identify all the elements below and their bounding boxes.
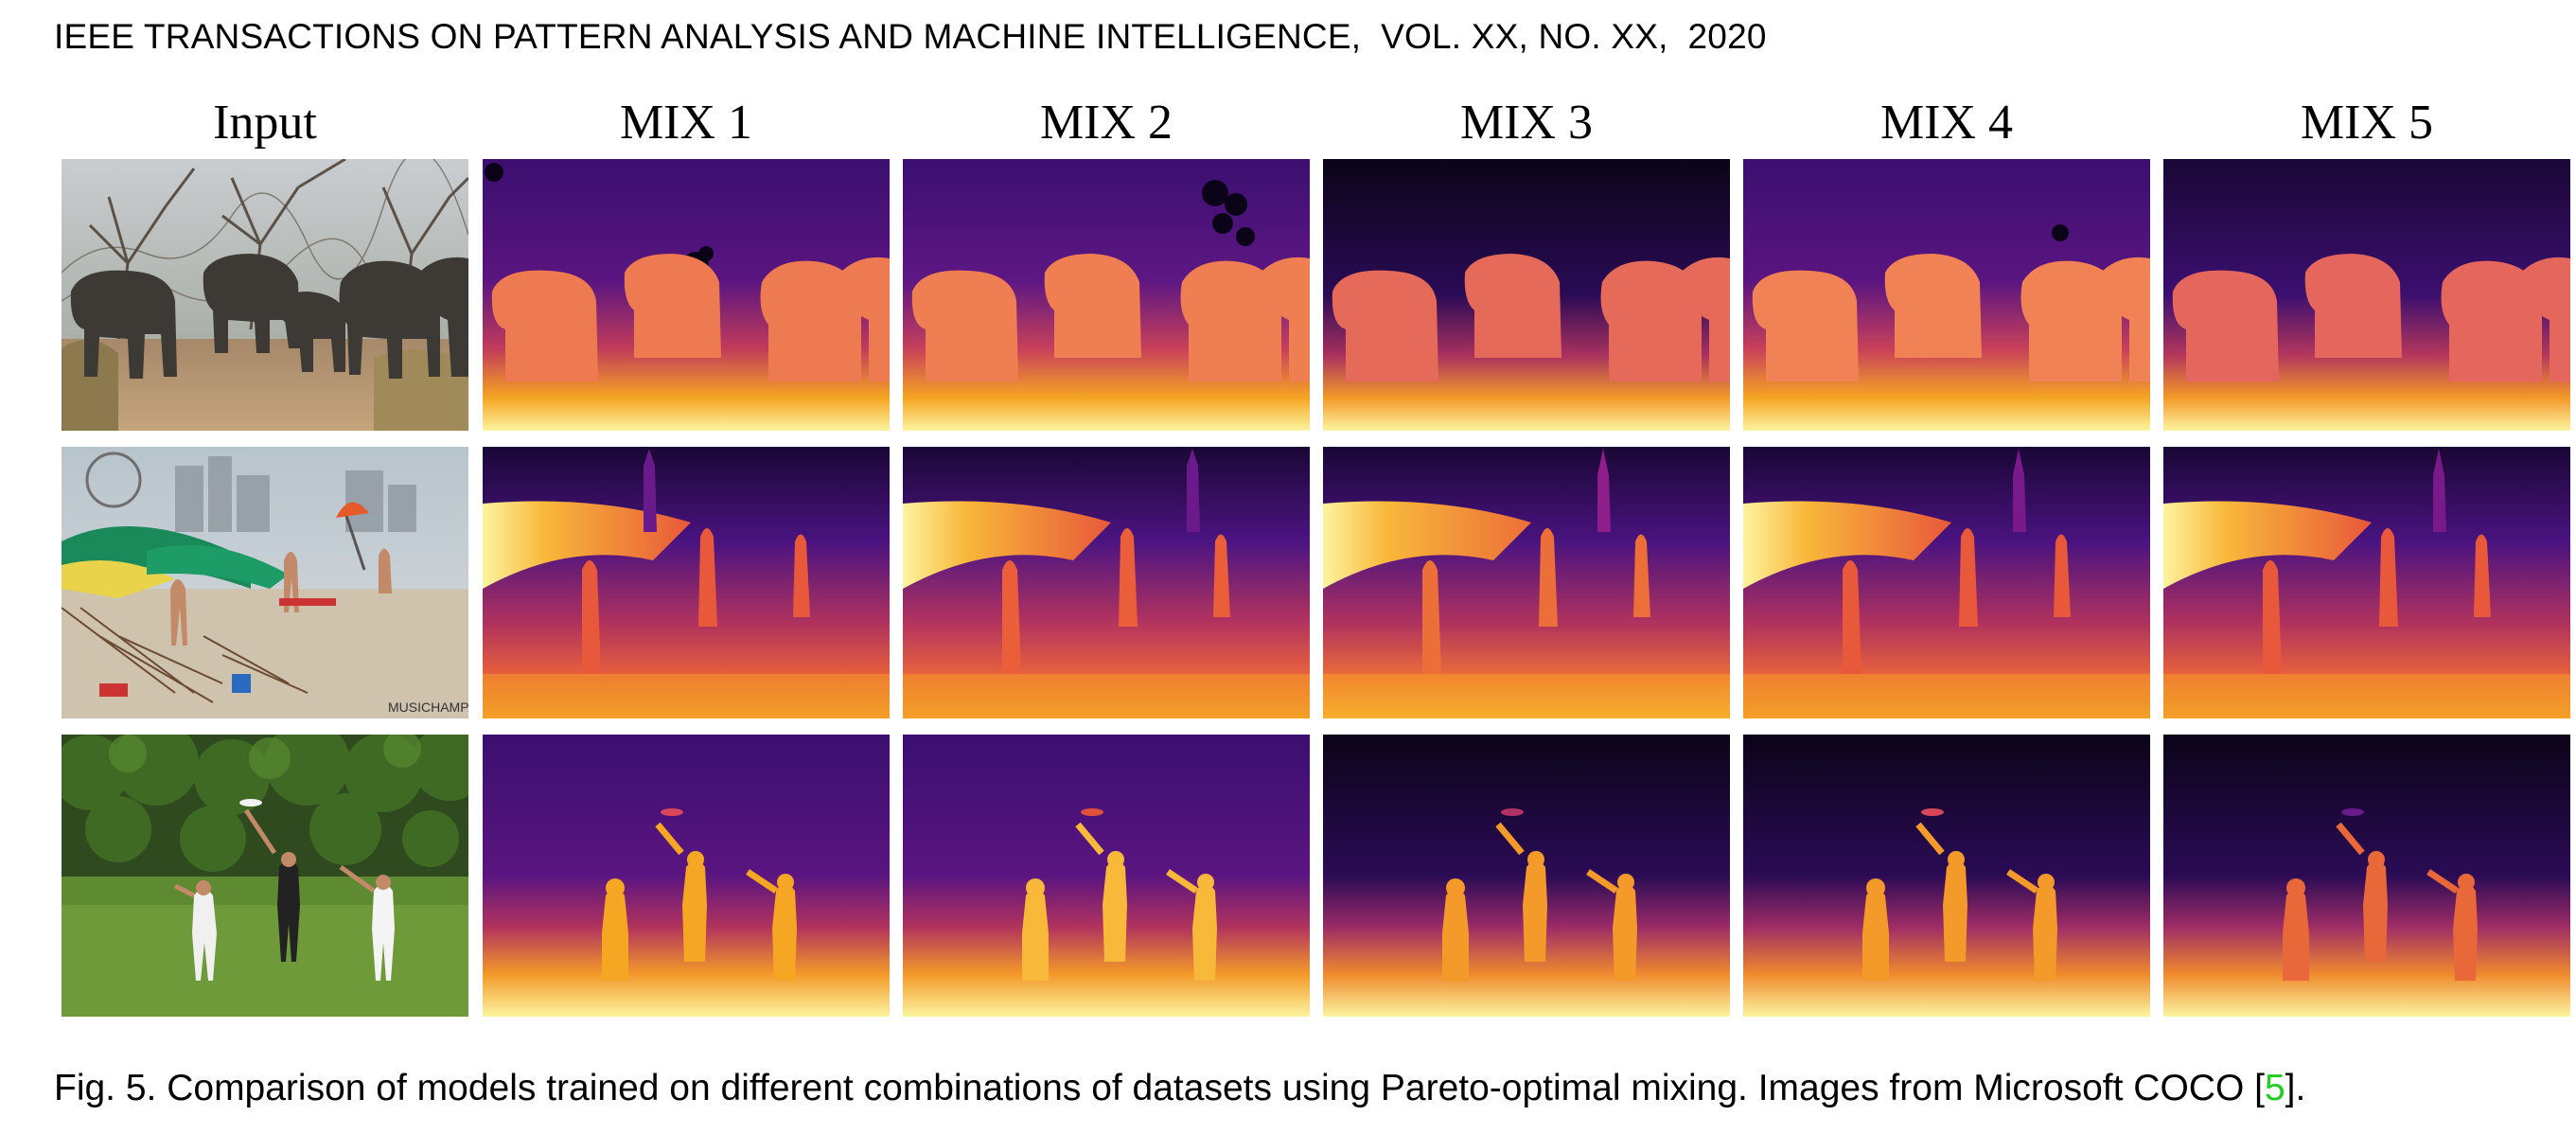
citation-link[interactable]: 5 [2264,1068,2285,1108]
depth-map-mix-2-frisbee [903,735,1310,1017]
column-label-input: Input [213,96,317,150]
depth-map-mix-5-elephants [2163,159,2570,431]
caption-text: Fig. 5. Comparison of models trained on … [54,1068,2265,1108]
column-label-mix-3: MIX 3 [1459,96,1594,150]
input-photo-frisbee [62,735,468,1017]
caption-suffix: ]. [2285,1068,2306,1108]
depth-map-mix-3-frisbee [1323,735,1730,1017]
depth-map-mix-1-elephants [483,159,890,431]
depth-map-mix-4-beach [1743,447,2150,718]
depth-map-mix-1-frisbee [483,735,890,1017]
depth-map-mix-5-frisbee [2163,735,2570,1017]
photo-watermark: MUSICHAMPAK [388,700,468,715]
depth-map-mix-3-elephants [1323,159,1730,431]
depth-map-mix-1-beach [483,447,890,718]
column-label-mix-4: MIX 4 [1879,96,2014,150]
column-label-mix-5: MIX 5 [2300,96,2434,150]
depth-map-mix-4-frisbee [1743,735,2150,1017]
figure-caption: Fig. 5. Comparison of models trained on … [54,1068,2305,1109]
input-photo-elephants [62,159,468,431]
column-label-mix-1: MIX 1 [619,96,753,150]
depth-map-mix-4-elephants [1743,159,2150,431]
depth-map-mix-3-beach [1323,447,1730,718]
depth-map-mix-2-elephants [903,159,1310,431]
column-label-mix-2: MIX 2 [1039,96,1173,150]
depth-map-mix-2-beach [903,447,1310,718]
running-header: IEEE TRANSACTIONS ON PATTERN ANALYSIS AN… [54,17,1767,56]
depth-map-mix-5-beach [2163,447,2570,718]
input-photo-beach: MUSICHAMPAK [62,447,468,718]
